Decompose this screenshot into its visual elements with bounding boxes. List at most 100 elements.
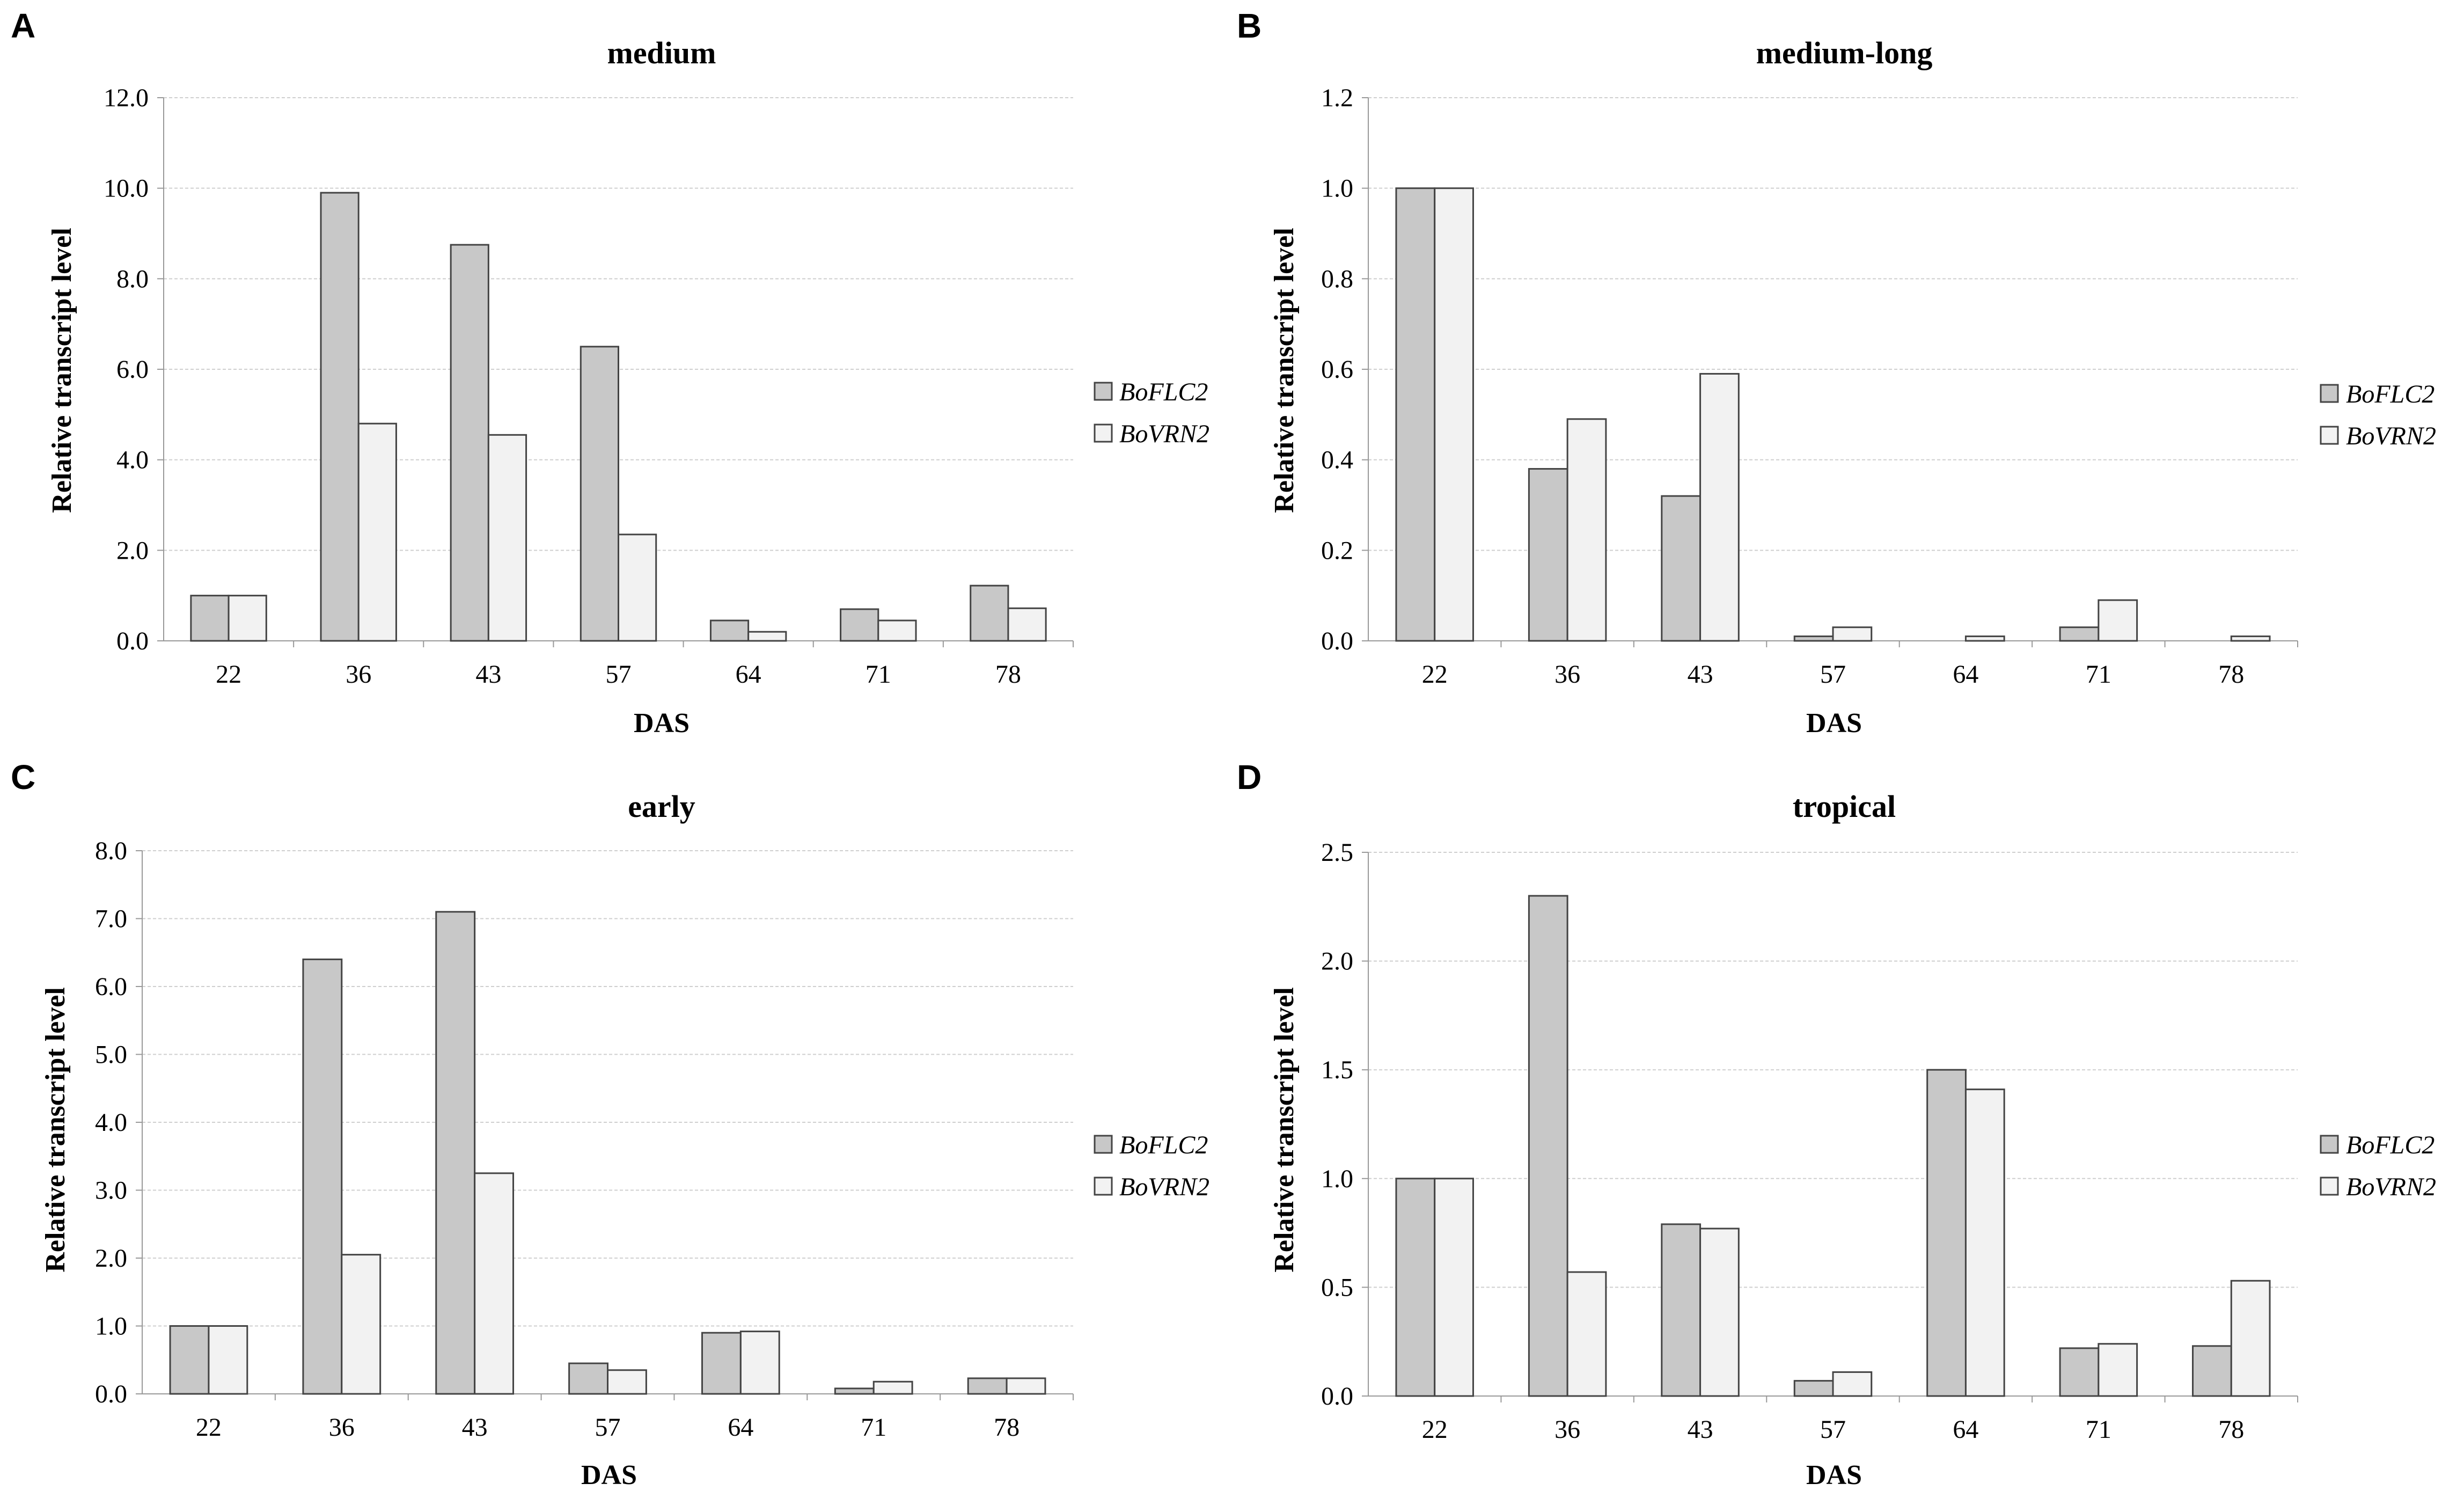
bar-boflc2 [1661, 495, 1702, 642]
legend-swatch-bovrn2 [2320, 1177, 2339, 1196]
bar-boflc2 [701, 1332, 742, 1395]
chart-title: medium-long [1756, 35, 1933, 70]
bar-bovrn2 [228, 595, 267, 642]
y-tick-label: 8.0 [116, 265, 149, 293]
x-tick-label: 43 [1688, 1415, 1713, 1444]
bar-boflc2 [1395, 187, 1436, 642]
plot-area: 0.0 0.2 0.4 0.6 0.8 1.0 1.2 22 36 43 57 64 71 78 [1321, 84, 2298, 689]
x-tick-label: 71 [866, 660, 891, 689]
legend-swatch-bovrn2 [1094, 1177, 1113, 1196]
x-tick-label: 43 [1688, 660, 1713, 689]
y-axis-label: Relative transcript level [47, 228, 77, 513]
x-tick-label: 36 [1554, 660, 1580, 689]
y-tick-label: 1.2 [1321, 84, 1353, 112]
bar-bovrn2 [607, 1369, 647, 1395]
x-tick-label: 22 [196, 1413, 222, 1442]
bar-boflc2 [709, 619, 750, 642]
legend-label-boflc2: BoFLC2 [1119, 1131, 1208, 1159]
bar-bovrn2 [1566, 1271, 1607, 1397]
x-tick-label: 22 [1422, 660, 1448, 689]
bar-bovrn2 [2098, 1343, 2138, 1397]
bar-boflc2 [169, 1325, 210, 1395]
chart-title: tropical [1793, 789, 1896, 824]
bar-bovrn2 [2098, 599, 2138, 642]
bar-bovrn2 [877, 619, 917, 642]
y-tick-label: 3.0 [95, 1177, 127, 1205]
bar-bovrn2 [1434, 1178, 1474, 1397]
y-tick-label: 2.0 [95, 1244, 127, 1273]
x-tick-label: 71 [861, 1413, 886, 1442]
bar-bovrn2 [474, 1172, 515, 1395]
panel-letter: B [1237, 6, 1262, 45]
x-tick-label: 22 [1422, 1415, 1448, 1444]
panel-b: B medium-long 0.0 0.2 0.4 0.6 0.8 1.0 1.2 22 36 4… [1237, 6, 2436, 739]
bar-boflc2 [1926, 1069, 1967, 1397]
panel-d: D tropical 0.0 0.5 1.0 1.5 2.0 2.5 22 36 43 57 64 7… [1237, 758, 2436, 1490]
x-tick-label: 43 [475, 660, 501, 689]
y-tick-label: 4.0 [95, 1108, 127, 1137]
y-tick-label: 0.2 [1321, 536, 1353, 565]
panel-a: A medium 0.0 2.0 4.0 6.0 8.0 10.0 12.0 22 36 43 57… [11, 6, 1209, 739]
bar-bovrn2 [1699, 372, 1740, 642]
bar-bovrn2 [872, 1380, 913, 1395]
y-tick-label: 7.0 [95, 905, 127, 933]
bar-bovrn2 [1007, 607, 1047, 642]
bar-bovrn2 [1566, 418, 1607, 642]
bar-boflc2 [450, 244, 489, 642]
bar-bovrn2 [1964, 635, 2005, 642]
x-tick-label: 64 [1953, 1415, 1978, 1444]
bar-boflc2 [320, 192, 360, 642]
bar-boflc2 [2059, 1347, 2100, 1397]
plot-area: 0.0 1.0 2.0 3.0 4.0 5.0 6.0 7.0 8.0 22 36 43 57 64 71 7… [95, 837, 1074, 1442]
y-tick-label: 0.0 [95, 1380, 127, 1408]
x-tick-label: 64 [736, 660, 761, 689]
legend-label-bovrn2: BoVRN2 [2346, 422, 2436, 450]
y-tick-label: 6.0 [116, 355, 149, 384]
y-tick-label: 4.0 [116, 446, 149, 474]
x-axis-label: DAS [634, 708, 690, 739]
y-axis-label: Relative transcript level [40, 987, 71, 1272]
y-tick-label: 1.5 [1321, 1056, 1353, 1084]
bar-bovrn2 [341, 1254, 382, 1395]
x-tick-label: 57 [1820, 1415, 1846, 1444]
y-tick-label: 1.0 [95, 1312, 127, 1341]
x-tick-label: 57 [595, 1413, 621, 1442]
legend-label-bovrn2: BoVRN2 [1119, 420, 1209, 448]
bar-boflc2 [580, 346, 619, 642]
y-tick-label: 0.0 [1321, 627, 1353, 655]
bar-boflc2 [302, 958, 343, 1395]
y-tick-label: 1.0 [1321, 174, 1353, 203]
x-tick-label: 64 [728, 1413, 753, 1442]
panel-letter: D [1237, 758, 1262, 797]
x-axis-label: DAS [1806, 1460, 1862, 1490]
y-axis-label: Relative transcript level [1269, 987, 1300, 1272]
y-tick-label: 8.0 [95, 837, 127, 865]
chart-title: early [628, 789, 695, 824]
bar-bovrn2 [618, 534, 657, 642]
x-tick-label: 22 [216, 660, 241, 689]
y-tick-label: 0.5 [1321, 1273, 1353, 1302]
bar-bovrn2 [1699, 1227, 1740, 1397]
bar-bovrn2 [739, 1331, 780, 1395]
bar-boflc2 [1395, 1178, 1436, 1397]
legend-swatch-bovrn2 [1094, 423, 1113, 443]
bar-bovrn2 [2230, 635, 2271, 642]
y-tick-label: 0.0 [1321, 1382, 1353, 1411]
bar-boflc2 [2192, 1345, 2232, 1397]
x-tick-label: 43 [462, 1413, 488, 1442]
bar-boflc2 [1793, 1380, 1834, 1397]
bar-bovrn2 [357, 422, 397, 642]
y-tick-label: 0.8 [1321, 265, 1353, 293]
y-tick-label: 0.4 [1321, 446, 1353, 474]
bar-bovrn2 [1434, 187, 1474, 642]
x-tick-label: 36 [329, 1413, 355, 1442]
x-axis-label: DAS [1806, 708, 1862, 739]
x-axis-label: DAS [581, 1460, 637, 1490]
legend: BoFLC2 BoVRN2 [1094, 378, 1209, 448]
y-tick-label: 0.0 [116, 627, 149, 655]
legend-label-boflc2: BoFLC2 [2346, 1131, 2434, 1159]
bar-bovrn2 [208, 1325, 248, 1395]
y-axis-label: Relative transcript level [1269, 228, 1300, 513]
bar-boflc2 [967, 1377, 1008, 1395]
